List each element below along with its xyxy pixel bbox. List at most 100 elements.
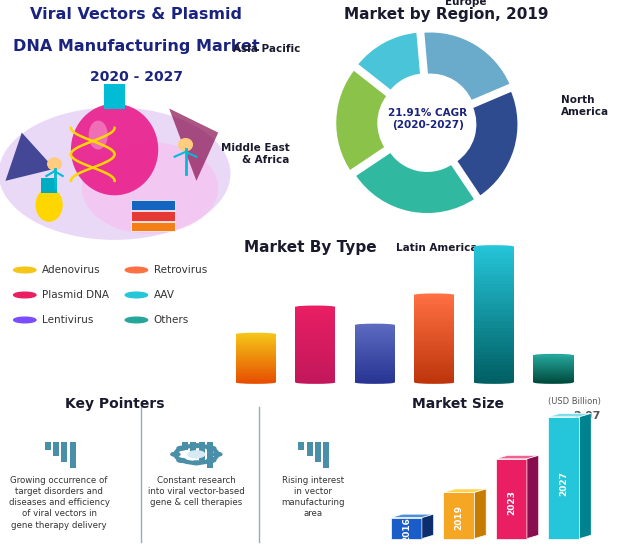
FancyBboxPatch shape	[53, 442, 59, 456]
Text: Key Pointers: Key Pointers	[64, 397, 164, 410]
Polygon shape	[533, 375, 574, 376]
Polygon shape	[414, 328, 454, 330]
Circle shape	[188, 451, 205, 458]
Polygon shape	[533, 363, 574, 364]
Circle shape	[14, 267, 36, 273]
Polygon shape	[414, 341, 454, 343]
Polygon shape	[355, 329, 395, 331]
Polygon shape	[474, 342, 514, 345]
Polygon shape	[414, 297, 454, 299]
Polygon shape	[414, 343, 454, 345]
Polygon shape	[355, 355, 395, 357]
Polygon shape	[355, 351, 395, 352]
Polygon shape	[355, 334, 395, 335]
Polygon shape	[533, 362, 574, 363]
Polygon shape	[355, 327, 395, 328]
Circle shape	[171, 453, 180, 456]
Polygon shape	[295, 341, 335, 343]
Polygon shape	[236, 349, 276, 350]
Polygon shape	[355, 350, 395, 351]
Polygon shape	[236, 334, 276, 335]
Polygon shape	[527, 455, 539, 539]
Polygon shape	[236, 341, 276, 342]
Polygon shape	[355, 368, 395, 369]
Polygon shape	[414, 356, 454, 358]
Polygon shape	[443, 489, 486, 493]
Polygon shape	[355, 328, 395, 329]
Polygon shape	[474, 304, 514, 308]
Polygon shape	[414, 369, 454, 372]
Ellipse shape	[236, 333, 276, 335]
Text: Latin America: Latin America	[396, 243, 477, 253]
Polygon shape	[355, 331, 395, 332]
Polygon shape	[236, 369, 276, 370]
Polygon shape	[391, 518, 422, 539]
Polygon shape	[533, 382, 574, 383]
Polygon shape	[533, 378, 574, 379]
Polygon shape	[236, 359, 276, 361]
Polygon shape	[355, 365, 395, 367]
Wedge shape	[335, 69, 388, 172]
Polygon shape	[414, 301, 454, 304]
Ellipse shape	[414, 294, 454, 296]
Polygon shape	[295, 375, 335, 377]
Polygon shape	[414, 361, 454, 363]
Ellipse shape	[35, 188, 63, 222]
Polygon shape	[533, 358, 574, 359]
Polygon shape	[355, 354, 395, 355]
Polygon shape	[533, 367, 574, 368]
Text: Market Size: Market Size	[412, 397, 503, 410]
Polygon shape	[355, 345, 395, 346]
Polygon shape	[533, 369, 574, 370]
Polygon shape	[295, 362, 335, 363]
FancyBboxPatch shape	[131, 211, 175, 221]
Polygon shape	[236, 347, 276, 349]
Polygon shape	[414, 308, 454, 310]
Polygon shape	[295, 373, 335, 375]
Text: Constant research
into viral vector-based
gene & cell therapies: Constant research into viral vector-base…	[148, 476, 245, 507]
Polygon shape	[236, 340, 276, 341]
Polygon shape	[474, 315, 514, 318]
FancyBboxPatch shape	[131, 222, 175, 231]
Polygon shape	[236, 375, 276, 376]
Polygon shape	[474, 298, 514, 301]
Polygon shape	[295, 312, 335, 315]
Polygon shape	[355, 375, 395, 376]
Polygon shape	[414, 380, 454, 383]
Polygon shape	[474, 379, 514, 383]
Polygon shape	[474, 332, 514, 335]
Polygon shape	[295, 333, 335, 335]
Polygon shape	[355, 374, 395, 375]
Polygon shape	[533, 368, 574, 369]
Text: AAV: AAV	[154, 290, 175, 300]
Polygon shape	[295, 309, 335, 311]
Polygon shape	[355, 362, 395, 364]
Polygon shape	[474, 338, 514, 342]
Circle shape	[177, 446, 186, 450]
Polygon shape	[474, 270, 514, 274]
Text: North
America: North America	[561, 95, 609, 117]
Polygon shape	[236, 350, 276, 351]
Polygon shape	[443, 493, 474, 539]
Circle shape	[125, 267, 148, 273]
Text: Others: Others	[154, 315, 189, 325]
Polygon shape	[414, 352, 454, 354]
Ellipse shape	[414, 381, 454, 384]
Polygon shape	[474, 274, 514, 277]
Polygon shape	[295, 335, 335, 337]
Ellipse shape	[533, 354, 574, 357]
Polygon shape	[533, 373, 574, 374]
Polygon shape	[355, 346, 395, 348]
Polygon shape	[391, 514, 433, 518]
Ellipse shape	[355, 381, 395, 384]
Text: Europe: Europe	[445, 0, 487, 7]
Polygon shape	[295, 346, 335, 349]
Text: DNA Manufacturing Market: DNA Manufacturing Market	[13, 38, 260, 54]
Polygon shape	[355, 348, 395, 350]
Polygon shape	[414, 295, 454, 297]
Ellipse shape	[71, 104, 158, 195]
Polygon shape	[295, 356, 335, 358]
Polygon shape	[414, 354, 454, 356]
Polygon shape	[355, 361, 395, 362]
Polygon shape	[355, 373, 395, 374]
